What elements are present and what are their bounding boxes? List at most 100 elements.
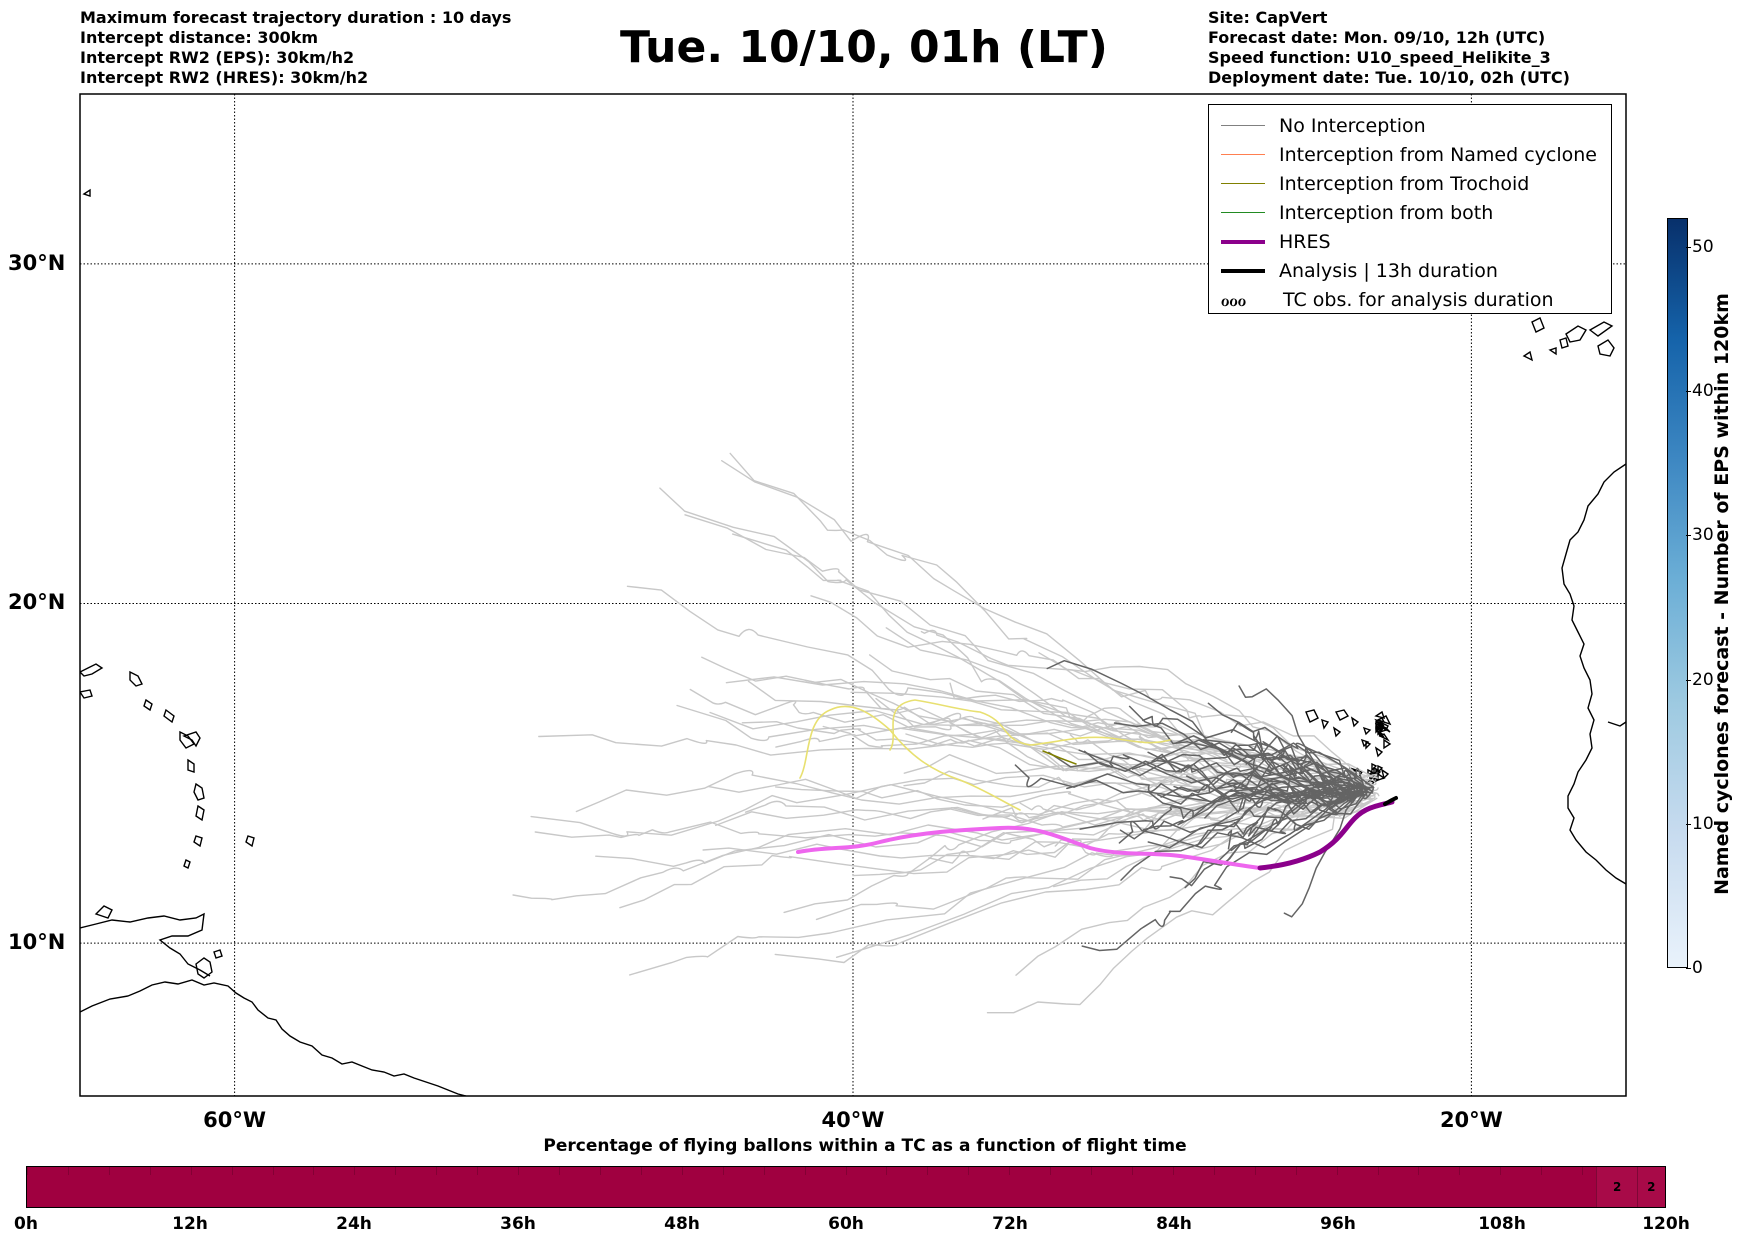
legend-row-named-cyclone: Interception from Named cyclone bbox=[1217, 140, 1603, 169]
legend-label-both: Interception from both bbox=[1279, 201, 1494, 224]
trajectory-trochoid bbox=[1042, 750, 1077, 765]
trajectory-no-interception bbox=[783, 779, 1370, 914]
flight-time-segment: 2 bbox=[1595, 1167, 1638, 1207]
legend-line-analysis bbox=[1221, 268, 1265, 273]
island-capeverde-h bbox=[1374, 746, 1384, 758]
flight-time-tick: 48h bbox=[664, 1214, 700, 1234]
trajectory-no-interception bbox=[715, 795, 1374, 827]
eps-colorbar-tick: 20 bbox=[1686, 669, 1714, 690]
trajectory-no-interception bbox=[775, 786, 1371, 821]
eps-colorbar-label: Named cyclones forecast - Number of EPS … bbox=[1711, 293, 1733, 895]
flight-time-colorbar-division bbox=[1091, 1167, 1093, 1175]
island-capeverde-9 bbox=[1378, 733, 1391, 742]
trajectory-no-interception bbox=[629, 777, 1351, 976]
coastlines bbox=[80, 188, 1626, 1096]
legend-line-no-interception bbox=[1221, 124, 1265, 126]
island-capeverde-u bbox=[1377, 764, 1384, 774]
islands-caribbean-5 bbox=[163, 708, 175, 724]
trajectory-no-interception-near bbox=[1233, 782, 1366, 835]
trajectory-no-interception bbox=[1053, 782, 1371, 888]
islands-caribbean-1 bbox=[80, 663, 104, 677]
legend-row-analysis: Analysis | 13h duration bbox=[1217, 256, 1603, 285]
island-capeverde-2 bbox=[1350, 716, 1360, 728]
island-capeverde-13 bbox=[1376, 730, 1384, 738]
island-capeverde-j bbox=[1377, 772, 1386, 781]
flight-time-colorbar-division bbox=[722, 1167, 724, 1175]
flight-time-colorbar-division bbox=[886, 1167, 888, 1175]
flight-time-segment-value: 2 bbox=[1613, 1180, 1622, 1194]
trajectory-no-interception bbox=[530, 784, 1352, 837]
speed-function-text: Speed function: U10_speed_Helikite_3 bbox=[1208, 48, 1551, 67]
flight-time-colorbar-division bbox=[927, 1167, 929, 1175]
islands-canary-7 bbox=[1597, 339, 1615, 357]
coastline-africa bbox=[1561, 463, 1626, 885]
flight-time-colorbar-division bbox=[395, 1167, 397, 1175]
flight-time-colorbar-division bbox=[313, 1167, 315, 1175]
flight-time-colorbar-division bbox=[477, 1167, 479, 1175]
trajectory-no-interception-near bbox=[1147, 790, 1368, 812]
flight-time-colorbar-division bbox=[1050, 1167, 1052, 1175]
trajectory-no-interception bbox=[775, 727, 1364, 781]
intercept-hres-text: Intercept RW2 (HRES): 30km/h2 bbox=[80, 68, 369, 87]
islands-stvincent bbox=[193, 835, 203, 848]
island-capeverde-a bbox=[1305, 709, 1319, 723]
flight-time-colorbar-division bbox=[231, 1167, 233, 1175]
trajectory-no-interception bbox=[659, 487, 1198, 761]
legend-line-named-cyclone bbox=[1221, 153, 1265, 155]
flight-time-tick: 24h bbox=[336, 1214, 372, 1234]
trajectory-no-interception-near bbox=[1185, 775, 1360, 816]
islands-caribbean-4 bbox=[143, 698, 153, 712]
eps-colorbar-tick: 0 bbox=[1686, 958, 1703, 978]
flight-time-colorbar-division bbox=[681, 1167, 683, 1175]
header-left-info: Maximum forecast trajectory duration : 1… bbox=[80, 8, 511, 88]
flight-time-colorbar-division bbox=[436, 1167, 438, 1175]
trajectory-no-interception-near bbox=[1160, 778, 1356, 799]
island-capeverde-c bbox=[1332, 726, 1342, 738]
islands-canary-1 bbox=[1531, 317, 1545, 333]
trajectory-no-interception-near bbox=[1113, 722, 1367, 798]
eps-colorbar-tick: 10 bbox=[1686, 813, 1714, 834]
trajectory-no-interception-near bbox=[1223, 792, 1360, 866]
trajectory-no-interception-near bbox=[1238, 685, 1369, 798]
flight-time-colorbar-division bbox=[1336, 1167, 1338, 1175]
flight-time-tick: 120h bbox=[1642, 1214, 1690, 1234]
deployment-date-text: Deployment date: Tue. 10/10, 02h (UTC) bbox=[1208, 68, 1570, 87]
flight-time-colorbar-title: Percentage of flying ballons within a TC… bbox=[543, 1136, 1187, 1156]
trajectory-no-interception-near bbox=[1066, 768, 1367, 800]
coastline-south-america bbox=[80, 979, 467, 1096]
flight-time-colorbar-division bbox=[190, 1167, 192, 1175]
lon-label: 60°W bbox=[203, 1108, 267, 1132]
legend-label-named-cyclone: Interception from Named cyclone bbox=[1279, 143, 1597, 166]
islands-caribbean-8 bbox=[82, 188, 91, 197]
islands-barbados bbox=[245, 835, 255, 848]
islands-canary-6 bbox=[1548, 347, 1557, 356]
island-tobago bbox=[213, 949, 223, 959]
tc-symbol-icon: ℴℴℴ bbox=[1221, 289, 1247, 311]
legend-line-trochoid bbox=[1221, 182, 1265, 184]
trajectory-no-interception bbox=[920, 629, 1379, 779]
flight-time-tick: 96h bbox=[1320, 1214, 1356, 1234]
legend-row-hres: HRES bbox=[1217, 227, 1603, 256]
intercept-distance-text: Intercept distance: 300km bbox=[80, 28, 319, 47]
trajectory-no-interception bbox=[729, 452, 1228, 761]
island-capeverde-g bbox=[1383, 738, 1392, 750]
islands-canary-5 bbox=[1522, 350, 1534, 362]
map-frame bbox=[79, 93, 1627, 1097]
flight-time-colorbar-division bbox=[108, 1167, 110, 1175]
trajectory-no-interception bbox=[595, 795, 1374, 867]
islands-martinique bbox=[193, 782, 205, 801]
flight-time-colorbar-division bbox=[1459, 1167, 1461, 1175]
legend-label-no-interception: No Interception bbox=[1279, 114, 1426, 137]
island-capeverde-1 bbox=[1334, 709, 1350, 721]
flight-time-colorbar-division bbox=[354, 1167, 356, 1175]
trajectory-no-interception bbox=[684, 514, 1247, 761]
trajectory-highlight bbox=[889, 699, 1171, 751]
flight-time-colorbar-division bbox=[1500, 1167, 1502, 1175]
flight-time-segment-value: 2 bbox=[1647, 1180, 1656, 1194]
island-capeverde-d bbox=[1375, 720, 1382, 730]
flight-time-colorbar-division bbox=[1541, 1167, 1543, 1175]
header-right-info: Site: CapVert Forecast date: Mon. 09/10,… bbox=[1208, 8, 1570, 88]
islands-grenada bbox=[183, 859, 191, 869]
flight-time-colorbar-division bbox=[845, 1167, 847, 1175]
intercept-eps-text: Intercept RW2 (EPS): 30km/h2 bbox=[80, 48, 355, 67]
